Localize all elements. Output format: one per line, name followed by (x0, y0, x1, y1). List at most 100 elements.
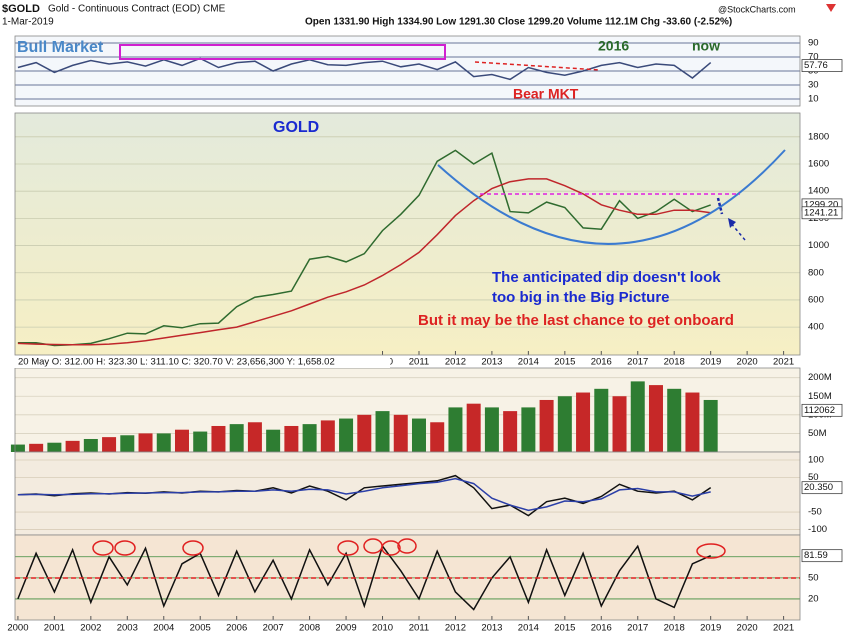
x-tick-label: 2012 (445, 623, 466, 634)
date: 1-Mar-2019 (2, 17, 54, 28)
annotation: But it may be the last chance to get onb… (418, 312, 734, 329)
x-tick-label: 2019 (700, 623, 721, 634)
volume-bar (211, 425, 226, 452)
x-tick-label: 2006 (226, 623, 247, 634)
x-tick-label: 2014 (518, 623, 539, 634)
annotation: 2016 (598, 38, 629, 54)
x-tick-label: 2008 (299, 623, 320, 634)
y-tick-label: 1600 (808, 158, 829, 169)
volume-bar (612, 396, 627, 452)
volume-bar (65, 440, 80, 452)
menu-icon[interactable] (826, 4, 836, 12)
instrument-name: Gold - Continuous Contract (EOD) CME (48, 4, 226, 15)
volume-bar (667, 388, 682, 452)
volume-bar (302, 424, 317, 452)
y-tick-label: 10 (808, 94, 819, 105)
last-value-label: 1299.20 (804, 199, 838, 210)
volume-bar (266, 429, 281, 452)
y-tick-label: 1400 (808, 186, 829, 197)
x-tick-label: 2018 (664, 357, 685, 368)
last-value-label: 1241.21 (804, 207, 838, 218)
volume-bar (193, 431, 208, 452)
x-tick-label: 2015 (554, 357, 575, 368)
highlight-box (119, 44, 446, 60)
series-line (17, 178, 711, 346)
x-tick-label: 2019 (700, 357, 721, 368)
y-tick-label: 70 (808, 52, 819, 63)
x-tick-label: 2005 (190, 623, 211, 634)
x-tick-label: 2018 (664, 623, 685, 634)
y-tick-label: 1000 (808, 240, 829, 251)
y-tick-label: 150M (808, 391, 832, 402)
x-tick-label: 2003 (117, 623, 138, 634)
circle-annotations (92, 538, 726, 559)
x-tick-label: 2010 (372, 623, 393, 634)
last-value-box (801, 206, 843, 220)
arc-drawing (437, 149, 786, 245)
series-line (17, 544, 712, 611)
volume-bar (247, 422, 262, 452)
volume-bar (557, 396, 572, 452)
dashed-mark (716, 197, 724, 215)
last-value-label: 57.76 (804, 60, 828, 71)
volume-bar (521, 407, 536, 452)
series-line (17, 149, 711, 347)
x-tick-label: 2020 (737, 623, 758, 634)
x-tick-label: 2021 (773, 357, 794, 368)
y-tick-label: 20 (808, 593, 819, 604)
volume-bar (685, 392, 700, 452)
volume-bar (357, 414, 372, 452)
y-tick-label: 800 (808, 267, 824, 278)
volume-bar (393, 414, 408, 452)
panel-border (14, 112, 801, 356)
volume-bar (120, 435, 135, 452)
last-value-box (801, 403, 843, 417)
hover-info: 20 May O: 312.00 H: 323.30 L: 311.10 C: … (18, 357, 335, 368)
volume-bar (703, 399, 718, 452)
x-tick-label: 2016 (591, 357, 612, 368)
symbol: $GOLD (2, 3, 40, 15)
volume-bar (630, 381, 645, 452)
y-tick-label: 50 (808, 472, 819, 483)
panel: 8050202000200120022003200420052006200720… (7, 534, 843, 634)
x-tick-label: 2021 (773, 623, 794, 634)
volume-bar (10, 444, 25, 452)
annotation: now (692, 38, 720, 54)
volume-bar (466, 403, 481, 452)
axis-bg (800, 113, 843, 355)
panel: 907050301057.76 (14, 35, 843, 107)
hover-info-bg (0, 356, 390, 368)
source: @StockCharts.com (718, 4, 796, 14)
annotation: GOLD (273, 119, 319, 136)
x-tick-label: 2000 (7, 623, 28, 634)
volume-bar (102, 437, 117, 452)
volume-bar (284, 425, 299, 452)
quote: Open 1331.90 High 1334.90 Low 1291.30 Cl… (305, 17, 732, 28)
last-value-box (801, 59, 843, 72)
x-tick-label: 2004 (153, 623, 174, 634)
volume-bar (539, 399, 554, 452)
x-tick-label: 2017 (627, 623, 648, 634)
x-tick-label: 2017 (627, 357, 648, 368)
x-tick-label: 2009 (335, 623, 356, 634)
annotation: Bear MKT (513, 86, 579, 102)
volume-bar (156, 433, 171, 452)
x-tick-label: 2014 (518, 357, 539, 368)
axis-bg (800, 535, 843, 620)
volume-bar (484, 407, 499, 452)
x-tick-label: 2007 (263, 623, 284, 634)
y-tick-label: -50 (808, 507, 822, 518)
annotation: The anticipated dip doesn't look (492, 269, 721, 286)
volume-bar (29, 443, 44, 452)
y-tick-label: 600 (808, 294, 824, 305)
panels: 907050301057.764006008001000120014001600… (7, 35, 843, 634)
volume-bar (375, 411, 390, 452)
volume-bar (576, 392, 591, 452)
x-tick-label: 2013 (481, 623, 502, 634)
y-tick-label: 200M (808, 372, 832, 383)
annotation: too big in the Big Picture (492, 289, 670, 306)
last-value-label: 20.350 (804, 482, 833, 493)
series-line (17, 57, 712, 81)
last-value-box (801, 481, 843, 495)
